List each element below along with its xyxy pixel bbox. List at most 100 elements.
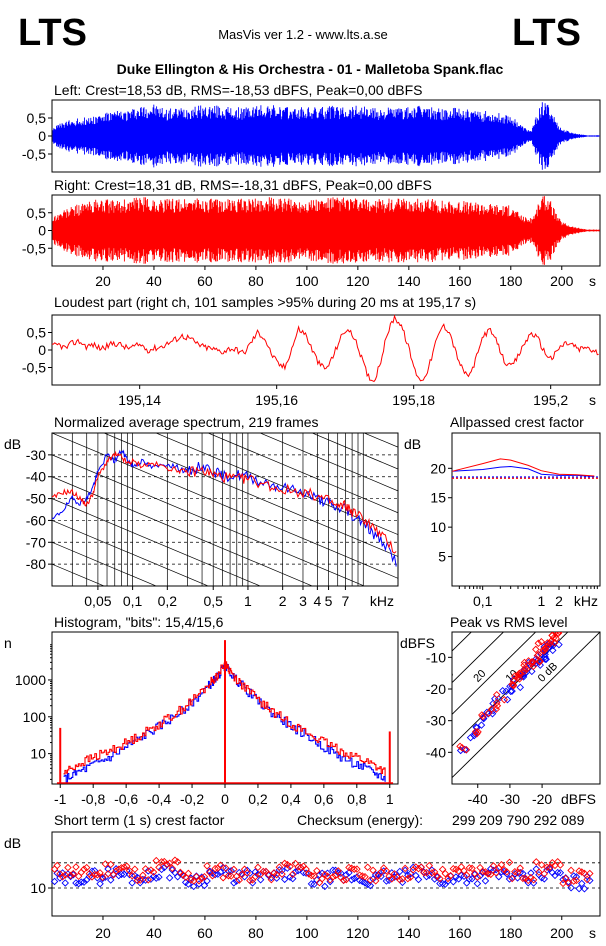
peak-vs-rms-point-right — [534, 650, 543, 659]
average-spectrum-xtick-label: 1 — [244, 593, 252, 609]
short-term-crest-point-right — [93, 871, 102, 879]
short-term-crest-point-left — [385, 876, 393, 884]
short-term-crest-point-right — [586, 869, 594, 878]
short-term-crest-point-right — [310, 872, 318, 880]
short-term-crest-point-left — [519, 869, 527, 878]
short-term-crest-point-left — [433, 873, 442, 881]
short-term-crest-point-right — [243, 869, 251, 877]
short-term-crest-point-left — [291, 868, 300, 876]
short-term-crest-point-right — [385, 872, 393, 881]
short-term-crest-point-left — [74, 879, 83, 888]
short-term-crest-point-left — [366, 881, 375, 890]
short-term-crest-xtick-label: 20 — [95, 925, 111, 941]
peak-vs-rms-point-right — [548, 632, 556, 640]
short-term-crest-point-left — [192, 872, 201, 880]
peak-vs-rms-point-right — [552, 632, 560, 636]
short-term-crest-point-right — [222, 864, 230, 872]
peak-vs-rms-crest-line — [452, 632, 600, 779]
short-term-crest-point-left — [157, 865, 166, 874]
short-term-crest-point-left — [460, 872, 468, 881]
short-term-crest-point-right — [270, 869, 278, 877]
loudest-part-xtick-label: 195,18 — [392, 392, 435, 408]
short-term-crest-point-right — [564, 879, 573, 887]
short-term-crest-point-left — [580, 885, 589, 893]
peak-vs-rms-point-right — [484, 709, 493, 717]
average-spectrum-slope-line — [52, 454, 366, 586]
allpassed-crest-ytick-label: 20 — [430, 460, 446, 476]
short-term-crest-point-left — [310, 880, 318, 889]
short-term-crest-ylabel: dB — [4, 835, 21, 851]
waveform-left-ytick-label: -0,5 — [22, 146, 46, 162]
histogram-ytick-label: 100 — [23, 709, 47, 725]
short-term-crest-point-left — [230, 879, 238, 887]
short-term-crest-point-right — [112, 867, 120, 875]
short-term-crest-point-right — [422, 868, 431, 877]
short-term-crest-point-right — [379, 864, 388, 872]
waveform-right-xtick-label: 200 — [550, 273, 574, 289]
short-term-crest-point-right — [516, 864, 524, 872]
peak-vs-rms-crest-line — [452, 632, 537, 715]
short-term-crest-point-right — [382, 867, 391, 875]
short-term-crest-point-right — [115, 865, 123, 873]
short-term-crest-point-right — [230, 865, 238, 874]
short-term-crest-frame — [51, 831, 601, 917]
short-term-crest-point-right — [123, 862, 131, 870]
short-term-crest-point-right — [481, 868, 490, 876]
short-term-crest-point-right — [254, 863, 262, 872]
short-term-crest-point-right — [417, 863, 425, 871]
charts-layer: Left: Crest=18,53 dB, RMS=-18,53 dBFS, P… — [4, 82, 601, 941]
short-term-crest-point-left — [318, 869, 326, 877]
peak-vs-rms-point-left — [502, 687, 510, 696]
short-term-crest-point-left — [540, 875, 549, 883]
short-term-crest-point-left — [58, 869, 67, 877]
loudest-part-title: Loudest part (right ch, 101 samples >95%… — [54, 294, 476, 310]
peak-vs-rms-ylabel: dBFS — [400, 635, 435, 651]
short-term-crest-point-right — [503, 868, 511, 876]
short-term-crest-xtick-label: 140 — [397, 925, 421, 941]
waveform-right-xtick-label: 160 — [448, 273, 472, 289]
peak-vs-rms-point-right — [492, 705, 501, 713]
short-term-crest-point-left — [98, 874, 107, 883]
short-term-crest-point-right — [433, 872, 442, 881]
peak-vs-rms-point-right — [528, 658, 536, 666]
histogram-xtick-label: -0,2 — [180, 791, 204, 807]
short-term-crest-point-right — [53, 861, 61, 870]
short-term-crest-point-left — [470, 870, 479, 879]
short-term-crest-point-right — [441, 869, 450, 878]
short-term-crest-point-left — [347, 876, 356, 884]
peak-vs-rms-ytick-label: -20 — [426, 681, 446, 697]
short-term-crest-point-left — [232, 877, 241, 885]
short-term-crest-point-left — [280, 875, 289, 884]
peak-vs-rms-crest-label: 20 — [471, 668, 488, 685]
short-term-crest-point-right — [219, 873, 227, 882]
loudest-part-ytick-label: -0,5 — [22, 360, 46, 376]
short-term-crest-point-right — [82, 863, 91, 872]
short-term-crest-point-right — [313, 867, 321, 875]
short-term-crest-point-right — [66, 871, 75, 880]
short-term-crest-point-left — [513, 874, 522, 882]
average-spectrum-title: Normalized average spectrum, 219 frames — [54, 414, 319, 430]
histogram-xtick-label: -1 — [54, 791, 67, 807]
short-term-crest-point-right — [56, 870, 64, 878]
short-term-crest-point-right — [521, 874, 530, 883]
short-term-crest-point-left — [449, 877, 458, 886]
short-term-crest-point-left — [80, 878, 88, 886]
short-term-crest-point-right — [69, 869, 78, 878]
short-term-crest-point-right — [216, 861, 225, 869]
short-term-crest-point-left — [125, 870, 134, 879]
peak-vs-rms-point-right — [528, 659, 536, 668]
short-term-crest-point-right — [329, 873, 337, 881]
peak-vs-rms-point-right — [549, 634, 558, 642]
histogram-xtick-label: 0,4 — [281, 791, 301, 807]
short-term-crest-point-right — [473, 873, 482, 881]
short-term-crest-point-left — [181, 878, 190, 887]
peak-vs-rms-point-left — [460, 745, 469, 754]
short-term-crest-point-right — [524, 876, 532, 885]
histogram-xtick-label: 0,2 — [248, 791, 268, 807]
short-term-crest-point-left — [342, 870, 351, 879]
waveform-right-ytick-label: 0 — [38, 223, 46, 239]
peak-vs-rms-point-right — [537, 637, 546, 646]
short-term-crest-point-left — [200, 881, 209, 890]
short-term-crest-point-right — [446, 871, 455, 880]
